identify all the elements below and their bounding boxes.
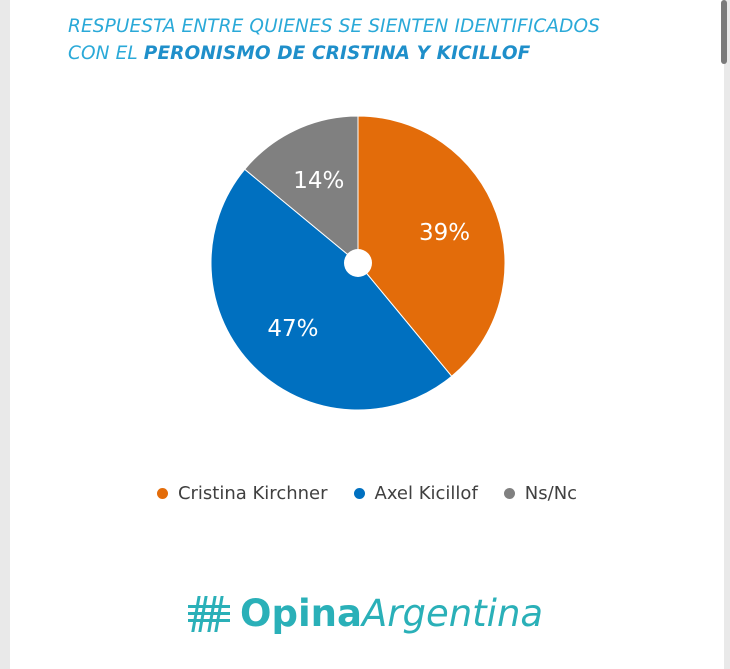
legend-item-cristina: Cristina Kirchner (156, 483, 328, 504)
legend-label-cristina: Cristina Kirchner (177, 483, 328, 504)
slice-axel (210, 168, 453, 411)
chart-card: RESPUESTA ENTRE QUIENES SE SIENTEN IDENT… (10, 0, 724, 669)
brand-name: OpinaArgentina (240, 592, 543, 635)
slice-nsnc (244, 115, 359, 265)
brand-name-bold: Opina (240, 592, 362, 635)
legend-item-nsnc: Ns/Nc (503, 483, 578, 504)
label-axel: 47% (267, 316, 318, 342)
legend-swatch-cristina (156, 488, 168, 499)
title-line-2: CON EL PERONISMO DE CRISTINA Y KICILLOF (68, 40, 688, 67)
legend-swatch-axel (353, 488, 365, 499)
pie-center-hole (344, 249, 372, 277)
brand-logo: OpinaArgentina (186, 592, 543, 635)
scrollbar[interactable] (721, 0, 727, 64)
chart-legend: Cristina Kirchner Axel Kicillof Ns/Nc (10, 483, 724, 504)
legend-item-axel: Axel Kicillof (353, 483, 478, 504)
chart-title: RESPUESTA ENTRE QUIENES SE SIENTEN IDENT… (68, 13, 688, 67)
label-nsnc: 14% (293, 168, 344, 194)
label-cristina: 39% (419, 220, 470, 246)
title-line-2-emphasis: PERONISMO DE CRISTINA Y KICILLOF (143, 43, 531, 64)
legend-label-nsnc: Ns/Nc (524, 483, 578, 504)
brand-name-italic: Argentina (361, 592, 544, 635)
slice-cristina (357, 115, 506, 377)
title-line-2-prefix: CON EL (68, 43, 144, 64)
hash-icon (188, 595, 230, 632)
pie-chart: 39% 47% 14% (210, 115, 506, 411)
legend-label-axel: Axel Kicillof (374, 483, 478, 504)
legend-swatch-nsnc (503, 488, 515, 499)
title-line-1: RESPUESTA ENTRE QUIENES SE SIENTEN IDENT… (68, 16, 600, 37)
